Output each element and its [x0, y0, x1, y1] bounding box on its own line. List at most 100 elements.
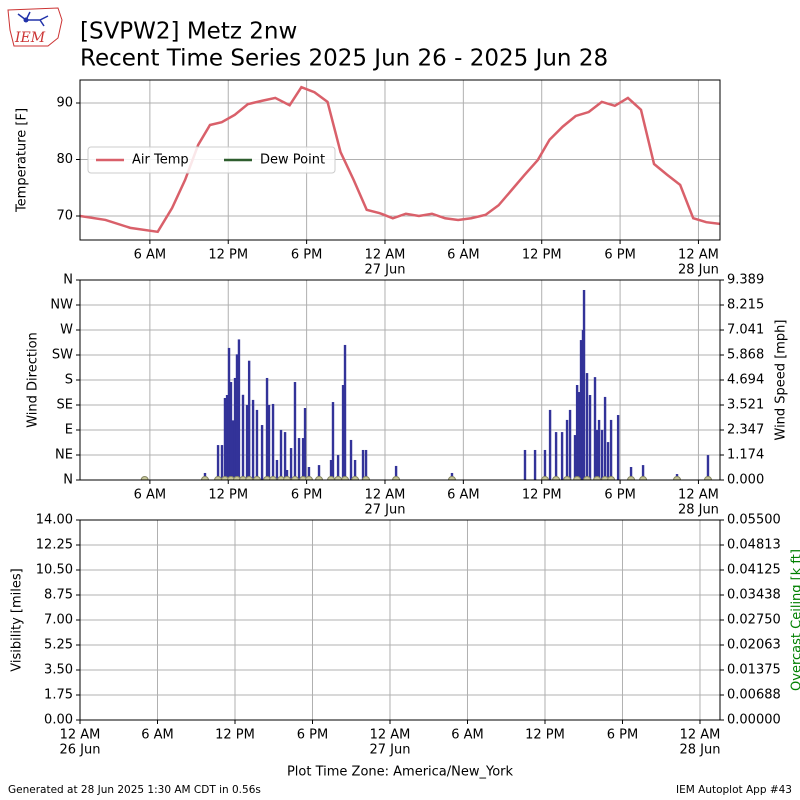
bar [364, 449, 368, 480]
bar [560, 432, 564, 480]
point [627, 476, 636, 480]
point [673, 476, 682, 480]
bar [231, 420, 235, 480]
bar [229, 382, 233, 480]
bar [301, 438, 305, 480]
bar [706, 455, 710, 480]
plot-area [140, 289, 712, 480]
bar [593, 377, 597, 480]
bar [255, 409, 259, 480]
bar [394, 465, 398, 480]
bar [241, 394, 245, 480]
bar [251, 399, 255, 480]
x-tick-label: 6 AM [141, 728, 174, 743]
point [703, 476, 712, 480]
point [200, 476, 209, 480]
subtitle: Recent Time Series 2025 Jun 26 - 2025 Ju… [80, 46, 608, 72]
y2-tick-label: 0.05500 [727, 513, 781, 528]
bar [233, 377, 237, 480]
y2-tick-label: 2.347 [727, 423, 764, 438]
line-series [80, 85, 720, 234]
y-tick-label: N [63, 273, 73, 288]
point [299, 476, 308, 480]
bar [317, 465, 321, 480]
y-tick-label: 7.00 [44, 613, 73, 628]
bar [227, 347, 231, 480]
logo-text: IEM [14, 30, 46, 46]
point [563, 476, 572, 480]
bar [543, 449, 547, 480]
point [607, 476, 616, 480]
footer-right: IEM Autoplot App #43 [676, 784, 792, 796]
y-tick-label: NW [50, 298, 73, 313]
y-tick-label: 70 [56, 208, 73, 223]
bar [353, 459, 357, 480]
bar [573, 435, 577, 480]
x-tick-sublabel: 27 Jun [364, 503, 405, 518]
bar [220, 445, 224, 480]
point [140, 476, 149, 480]
bar [216, 445, 220, 480]
plot-frame [79, 279, 721, 481]
y-tick-label: 8.75 [44, 588, 73, 603]
y2-tick-label: 5.868 [727, 348, 764, 363]
y2-tick-label: 0.02063 [727, 638, 781, 653]
y2-tick-label: 0.04125 [727, 563, 781, 578]
title: [SVPW2] Metz 2nw [80, 19, 297, 45]
x-tick-label: 12 PM [522, 248, 562, 263]
x-tick-label: 12 PM [208, 488, 248, 503]
bar [629, 467, 633, 480]
bar [554, 432, 558, 480]
x-tick-sublabel: 27 Jun [369, 743, 410, 758]
bar [267, 405, 271, 480]
legend-label: Dew Point [260, 153, 325, 168]
bar [523, 449, 527, 480]
bar [609, 419, 613, 480]
y-tick-label: 10.50 [36, 563, 73, 578]
point [220, 476, 229, 480]
point [277, 476, 286, 480]
y2-tick-label: 8.215 [727, 298, 764, 313]
bar [361, 449, 365, 480]
y-tick-label: E [65, 423, 73, 438]
x-tick-sublabel: 26 Jun [60, 743, 101, 758]
x-tick-sublabel: 28 Jun [678, 503, 719, 518]
point [290, 476, 299, 480]
bar [223, 397, 227, 480]
bar [336, 455, 340, 480]
bar [247, 360, 251, 480]
bar [588, 395, 592, 480]
plot-frame [79, 519, 721, 721]
bar [225, 395, 229, 480]
bar [341, 384, 345, 480]
point [639, 476, 648, 480]
x-tick-label: 6 AM [134, 248, 167, 263]
point [362, 476, 371, 480]
bar [245, 405, 249, 480]
x-tick-label: 12 PM [208, 248, 248, 263]
x-tick-label: 12 AM [365, 248, 406, 263]
point [573, 476, 582, 480]
y2-axis-label: Wind Speed [mph] [774, 320, 789, 441]
y-tick-label: 12.25 [36, 538, 73, 553]
y-tick-label: 14.00 [36, 513, 73, 528]
y-tick-label: S [65, 373, 73, 388]
x-axis-label: Plot Time Zone: America/New_York [287, 765, 514, 780]
point [315, 476, 324, 480]
x-tick-label: 12 AM [60, 728, 101, 743]
x-tick-label: 12 AM [678, 488, 719, 503]
x-tick-label: 6 AM [451, 728, 484, 743]
x-tick-label: 6 AM [134, 488, 167, 503]
point [327, 476, 336, 480]
bar [603, 396, 607, 480]
bar [575, 384, 579, 480]
y2-tick-label: 4.694 [727, 373, 764, 388]
bar [331, 402, 335, 480]
y-tick-label: 1.75 [44, 688, 73, 703]
bar [579, 340, 583, 480]
bar [283, 432, 287, 480]
bar [577, 392, 581, 480]
bar [235, 354, 239, 480]
y2-tick-label: 9.389 [727, 273, 764, 288]
